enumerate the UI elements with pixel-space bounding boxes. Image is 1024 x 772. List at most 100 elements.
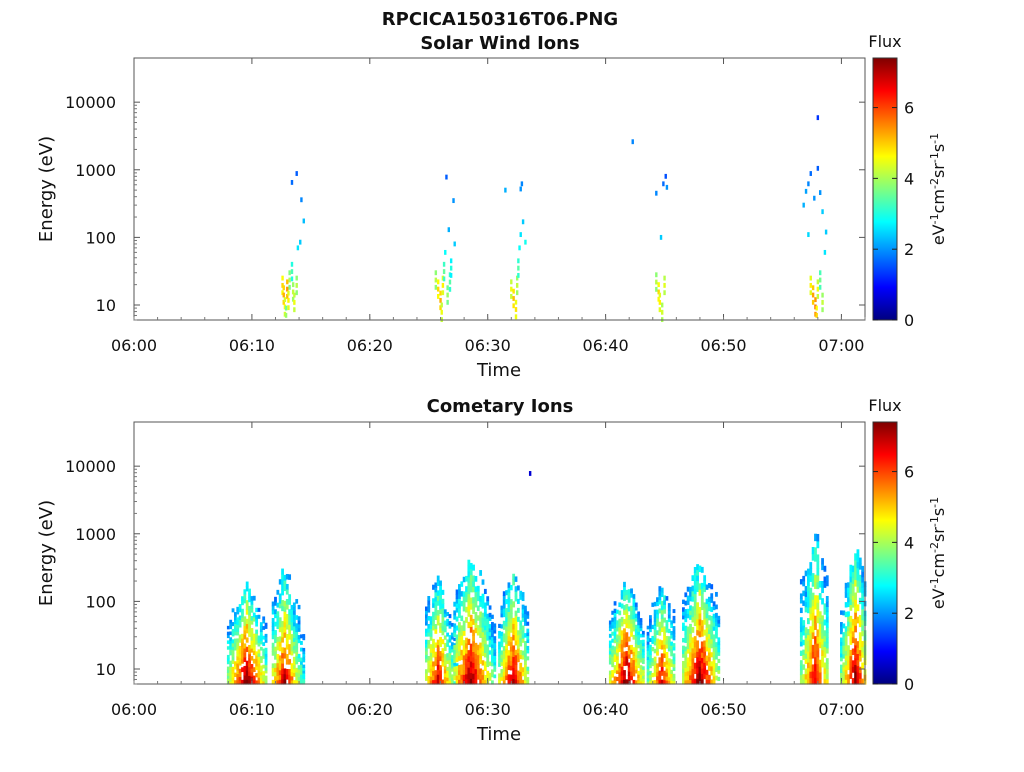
flux-cell xyxy=(300,670,303,675)
flux-cell xyxy=(823,673,827,680)
flux-cell xyxy=(700,673,704,680)
flux-cell xyxy=(288,599,292,605)
flux-cell xyxy=(236,641,240,647)
flux-cell xyxy=(469,678,473,685)
flux-cell xyxy=(285,623,289,630)
flux-cell xyxy=(656,638,659,644)
flux-cell xyxy=(467,610,471,617)
flux-cell xyxy=(854,579,857,587)
flux-cell xyxy=(302,218,305,224)
flux-cell xyxy=(646,677,650,682)
flux-cell xyxy=(802,600,806,606)
flux-cell xyxy=(443,624,447,629)
flux-cell xyxy=(493,655,497,660)
flux-cell xyxy=(462,625,466,631)
flux-cell xyxy=(849,666,853,674)
flux-cell xyxy=(257,663,261,668)
flux-cell xyxy=(292,606,296,611)
flux-cell xyxy=(425,658,428,663)
flux-cell xyxy=(663,282,666,288)
flux-cell xyxy=(257,673,261,678)
flux-cell xyxy=(514,659,518,666)
flux-cell xyxy=(613,601,617,606)
flux-cell xyxy=(649,644,652,649)
flux-cell xyxy=(290,276,294,282)
flux-cell xyxy=(434,587,438,593)
flux-cell xyxy=(472,656,475,663)
flux-cell xyxy=(823,581,827,588)
flux-cell xyxy=(493,639,497,644)
flux-cell xyxy=(799,664,803,671)
flux-cell xyxy=(448,635,452,640)
flux-cell xyxy=(248,662,251,668)
flux-cell xyxy=(659,234,663,240)
flux-cell xyxy=(292,649,296,654)
flux-cell xyxy=(274,609,277,615)
flux-cell xyxy=(799,579,803,585)
flux-cell xyxy=(439,589,442,596)
flux-cell xyxy=(524,621,527,626)
solar-wind-axes-frame xyxy=(133,57,866,321)
flux-cell xyxy=(429,676,433,681)
flux-cell xyxy=(651,624,655,630)
flux-cell xyxy=(502,608,506,613)
flux-cell xyxy=(667,672,671,678)
flux-cell xyxy=(665,668,669,673)
flux-cell xyxy=(469,649,473,656)
flux-cell xyxy=(608,673,612,678)
flux-cell xyxy=(434,591,438,597)
flux-cell xyxy=(814,656,817,665)
flux-cell xyxy=(453,643,457,647)
flux-cell xyxy=(488,642,492,648)
flux-cell xyxy=(479,601,483,607)
flux-cell xyxy=(491,654,494,660)
flux-cell xyxy=(698,607,702,614)
flux-cell xyxy=(608,643,612,648)
flux-cell xyxy=(816,656,820,665)
flux-cell xyxy=(252,675,256,681)
flux-cell xyxy=(693,566,697,573)
flux-cell xyxy=(238,634,242,639)
flux-cell xyxy=(698,654,702,661)
flux-cell xyxy=(616,648,619,653)
flux-cell xyxy=(512,634,516,641)
flux-cell xyxy=(816,581,820,590)
flux-cell xyxy=(710,661,714,667)
flux-cell xyxy=(705,603,709,609)
flux-cell xyxy=(229,648,233,653)
flux-cell xyxy=(229,663,233,668)
flux-cell xyxy=(519,650,523,655)
flux-cell xyxy=(469,655,473,662)
flux-cell xyxy=(649,674,652,679)
solar-wind-colorbar xyxy=(872,57,898,321)
flux-cell xyxy=(849,621,853,628)
flux-cell xyxy=(498,634,501,639)
flux-cell xyxy=(627,597,631,603)
flux-cell xyxy=(292,641,296,646)
flux-cell xyxy=(660,662,664,668)
flux-cell xyxy=(526,677,530,682)
flux-cell xyxy=(693,636,697,643)
flux-cell xyxy=(262,626,266,630)
flux-cell xyxy=(613,646,617,651)
flux-cell xyxy=(821,209,824,215)
flux-cell xyxy=(432,625,435,631)
flux-cell xyxy=(453,675,457,681)
flux-cell xyxy=(439,585,442,591)
flux-cell xyxy=(460,581,464,587)
flux-cell xyxy=(707,679,711,685)
flux-cell xyxy=(653,613,657,619)
flux-cell xyxy=(691,627,695,633)
flux-cell xyxy=(502,646,506,651)
flux-cell xyxy=(295,647,299,653)
flux-cell xyxy=(854,592,857,600)
flux-cell xyxy=(703,575,707,582)
flux-cell xyxy=(465,591,468,598)
flux-cell xyxy=(809,574,813,582)
flux-cell xyxy=(649,664,652,669)
flux-cell xyxy=(611,610,615,615)
flux-cell xyxy=(498,659,501,664)
flux-cell xyxy=(441,679,445,685)
flux-cell xyxy=(233,646,237,651)
flux-cell xyxy=(660,605,664,611)
